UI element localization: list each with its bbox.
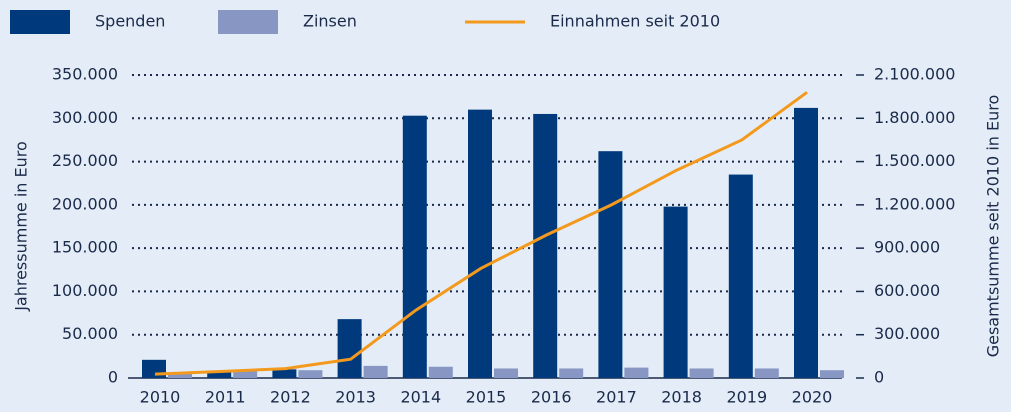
bar (598, 151, 623, 378)
bar (468, 109, 492, 378)
bar (337, 319, 362, 378)
x-tick-label: 2012 (270, 388, 311, 407)
y2-axis-label: Gesamtsumme seit 2010 in Euro (984, 95, 1003, 358)
y-axis-label: Jahressumme in Euro (12, 141, 31, 312)
x-tick-label: 2013 (335, 388, 376, 407)
bar (559, 368, 584, 378)
bar (233, 371, 258, 378)
line (154, 91, 808, 376)
x-tick-label: 2015 (466, 388, 507, 407)
x-tick-label: 2019 (726, 388, 767, 407)
y2-tick-label: 1.500.000 (874, 151, 955, 170)
y-tick-label: 300.000 (52, 108, 118, 127)
y-tick-label: 0 (108, 368, 118, 387)
x-tick-label: 2016 (531, 388, 572, 407)
bar (402, 115, 427, 378)
bar (272, 369, 297, 378)
y2-tick-label: 1.200.000 (874, 194, 955, 213)
y2-tick-label: 2.100.000 (874, 65, 955, 84)
bar (663, 206, 688, 378)
y2-tick-label: 600.000 (874, 281, 940, 300)
y2-tick-label: 0 (874, 368, 884, 387)
legend-swatch (218, 10, 278, 34)
bar (728, 174, 753, 378)
y-tick-label: 150.000 (52, 238, 118, 257)
bar (207, 371, 232, 378)
y2-tick-label: 900.000 (874, 238, 940, 257)
bar (298, 370, 323, 378)
bar (754, 368, 779, 378)
bar (494, 368, 518, 378)
bar (533, 113, 558, 378)
legend-label: Einnahmen seit 2010 (550, 12, 720, 31)
x-tick-label: 2014 (400, 388, 441, 407)
y-tick-label: 200.000 (52, 194, 118, 213)
bar (168, 372, 192, 378)
bar (794, 107, 818, 378)
bar (428, 366, 453, 378)
x-tick-label: 2011 (205, 388, 246, 407)
y2-tick-label: 300.000 (874, 324, 940, 343)
y-tick-label: 350.000 (52, 65, 118, 84)
bar (624, 367, 649, 378)
legend-label: Spenden (95, 12, 165, 31)
x-tick-label: 2010 (140, 388, 181, 407)
x-tick-label: 2020 (792, 388, 833, 407)
bar (689, 368, 714, 378)
bar (363, 365, 388, 378)
x-tick-label: 2017 (596, 388, 637, 407)
bar (820, 370, 844, 378)
y2-tick-label: 1.800.000 (874, 108, 955, 127)
legend-label: Zinsen (303, 12, 357, 31)
y-tick-label: 250.000 (52, 151, 118, 170)
y-tick-label: 50.000 (62, 324, 118, 343)
x-tick-label: 2018 (661, 388, 702, 407)
legend-swatch (10, 10, 70, 34)
y-tick-label: 100.000 (52, 281, 118, 300)
